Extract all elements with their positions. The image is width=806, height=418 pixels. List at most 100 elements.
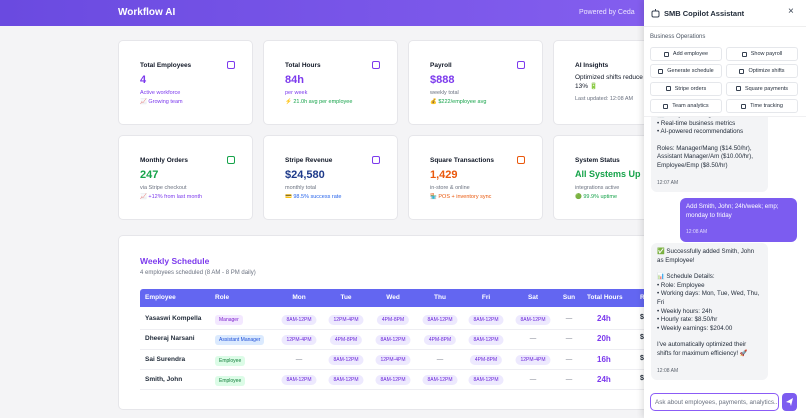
shift-chip: 8AM-12PM <box>468 314 504 325</box>
shift-chip: 8AM-12PM <box>281 375 317 386</box>
stat-sub: weekly total <box>430 90 459 96</box>
shift-chip: 12PM-4PM <box>281 334 317 345</box>
stat-label: Total Hours <box>285 62 321 69</box>
action-button[interactable]: Square payments <box>726 81 798 96</box>
stat-note: 📈 +12% from last month <box>140 194 203 200</box>
stat-note: 📈 Growing team <box>140 99 183 105</box>
app-title: Workflow AI <box>118 7 176 18</box>
shift-chip: 8AM-12PM <box>468 334 504 345</box>
action-label: Optimize shifts <box>748 68 785 75</box>
empty-shift: — <box>565 375 573 383</box>
empty-shift: — <box>565 355 573 363</box>
stat-sub: per week <box>285 90 308 96</box>
close-button[interactable]: × <box>788 6 794 17</box>
empty-shift: — <box>565 335 573 343</box>
action-button[interactable]: Team analytics <box>650 99 722 114</box>
shift-chip: 8AM-12PM <box>515 314 551 325</box>
stat-note: Last updated: 12:08 AM <box>575 96 634 102</box>
stat-label: Total Employees <box>140 62 192 69</box>
table-header: Employee Role Mon Tue Wed Thu Fri Sat Sun Total H… <box>140 289 660 307</box>
action-icon <box>658 68 664 74</box>
send-button[interactable] <box>782 393 797 411</box>
stat-note: ⚡ 21.0h avg per employee <box>285 99 353 105</box>
employee-name: Dheeraj Narsani <box>145 335 195 343</box>
message-text: 📊 Schedule Details: • Role: Employee • W… <box>657 273 760 332</box>
chat: 📊 Analytics & Insights: • Real-time busi… <box>644 0 806 388</box>
shift-chip: 4PM-8PM <box>329 334 363 345</box>
stat-icon <box>372 156 380 164</box>
stat-label: AI Insights <box>575 62 609 69</box>
action-button[interactable]: Add employee <box>650 47 722 61</box>
column-header: Sun <box>562 294 576 301</box>
message-text: I've automatically optimized their shift… <box>657 341 748 357</box>
shift-chip: 12PM-4PM <box>328 314 364 325</box>
table-row: Smith, John Employee 8AM-12PM 8AM-12PM 8AM-1… <box>140 370 660 391</box>
message-time: 12:08 AM <box>686 229 708 236</box>
action-label: Square payments <box>744 85 789 92</box>
chat-input[interactable]: Ask about employees, payments, analytics… <box>650 393 779 411</box>
role-badge: Employee <box>215 355 246 366</box>
schedule-subtitle: 4 employees scheduled (8 AM - 8 PM daily… <box>140 270 256 276</box>
rate: $1 <box>640 375 648 382</box>
shift-chip: 8AM-12PM <box>422 314 458 325</box>
column-header: Role <box>215 294 230 301</box>
stat-icon <box>227 61 235 69</box>
schedule-card: Weekly Schedule 4 employees scheduled (8… <box>118 235 678 410</box>
rate: $1 <box>640 334 648 341</box>
stat-note: 🏪 POS + inventory sync <box>430 194 492 200</box>
bot-message: 📊 Analytics & Insights: • Real-time busi… <box>651 106 768 193</box>
employee-name: Yasaswi Kompella <box>145 315 202 322</box>
table-row: Yasaswi Kompella Manager 8AM-12PM 12PM-4PM 4… <box>140 309 660 330</box>
shift-chip: 8AM-12PM <box>328 375 364 386</box>
shift-chip: 8AM-12PM <box>281 314 317 325</box>
column-header: Employee <box>145 294 176 301</box>
assistant-title: SMB Copilot Assistant <box>664 9 745 18</box>
stat-value: 4 <box>140 74 147 86</box>
message-text: Add Smith, John; 24h/week; emp; monday t… <box>686 203 779 219</box>
action-icon <box>741 103 747 109</box>
action-label: Time tracking <box>750 103 783 110</box>
row-divider <box>140 328 660 330</box>
bot-icon <box>651 9 660 18</box>
action-icon <box>665 86 671 92</box>
action-button[interactable]: Time tracking <box>726 99 798 114</box>
message-text: Roles: Manager/Mang ($14.50/hr), Assista… <box>657 144 753 169</box>
stat-card: Total Hours 84h per week ⚡ 21.0h avg per em… <box>263 40 398 125</box>
stat-label: Stripe Revenue <box>285 157 333 164</box>
stat-value: All Systems Up <box>575 169 641 179</box>
column-header: Mon <box>292 294 306 301</box>
action-icon <box>735 86 741 92</box>
bot-message: ✅ Successfully added Smith, John as Empl… <box>651 243 768 381</box>
action-label: Add employee <box>672 51 709 57</box>
total-hours: 24h <box>597 374 611 384</box>
action-label: Show payroll <box>750 51 783 57</box>
stat-icon <box>517 61 525 69</box>
empty-shift: — <box>295 355 303 363</box>
role-badge: Manager <box>215 315 243 325</box>
total-hours: 24h <box>597 314 611 323</box>
send-icon <box>786 398 793 406</box>
column-header: Wed <box>386 294 400 301</box>
action-button[interactable]: Stripe orders <box>650 81 722 96</box>
action-button[interactable]: Generate schedule <box>650 64 722 79</box>
column-header: Fri <box>481 294 491 301</box>
stat-card: Total Employees 4 Active workforce 📈 Growin… <box>118 40 253 125</box>
action-button[interactable]: Optimize shifts <box>726 64 798 79</box>
shift-chip: 8AM-12PM <box>422 375 458 386</box>
action-button[interactable]: Show payroll <box>726 47 798 61</box>
stat-value: Optimized shifts reduce c <box>575 74 648 81</box>
role-badge: Employee <box>215 375 246 386</box>
employee-name: Sai Surendra <box>145 355 186 363</box>
employee-name: Smith, John <box>145 375 183 383</box>
stat-label: Payroll <box>430 62 452 69</box>
shift-chip: 12PM-4PM <box>515 355 551 366</box>
shift-chip: 8AM-12PM <box>468 375 504 386</box>
row-divider <box>140 369 660 371</box>
stat-sub: in-store & online <box>430 185 470 191</box>
shift-chip: 8AM-12PM <box>375 375 411 386</box>
column-header: Sat <box>527 294 539 301</box>
stat-card: Stripe Revenue $24,580 monthly total 💳 98.5… <box>263 135 398 220</box>
role-badge: Assistant Manager <box>215 335 265 346</box>
shift-chip: 4PM-8PM <box>423 334 457 345</box>
